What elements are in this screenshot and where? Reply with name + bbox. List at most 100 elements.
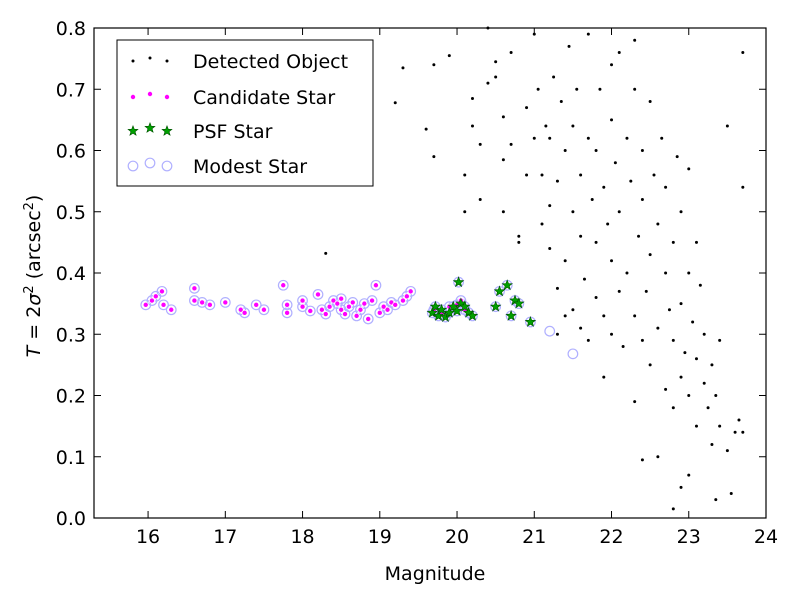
y-tick-label: 0.2 — [56, 386, 86, 408]
candidate-star-point — [349, 299, 356, 306]
modest-star-point — [567, 348, 579, 360]
candidate-star-point — [299, 303, 306, 310]
legend-label: PSF Star — [193, 121, 273, 143]
x-tick-label: 22 — [599, 526, 623, 548]
legend-marker — [146, 91, 153, 98]
detected-object-point — [532, 136, 536, 140]
candidate-star-point — [241, 309, 248, 316]
modest-star-point — [219, 297, 231, 308]
detected-object-point — [555, 332, 559, 336]
modest-star-point — [258, 304, 270, 316]
candidate-star-point — [199, 299, 206, 306]
y-axis-label-part: σ — [23, 293, 45, 306]
candidate-star-point — [338, 295, 345, 302]
detected-object-point — [552, 75, 556, 79]
psf-star-point — [451, 304, 463, 316]
detected-object-point — [602, 375, 606, 379]
detected-object-point — [563, 314, 567, 318]
psf-star-point — [501, 279, 514, 291]
detected-object-point — [494, 75, 498, 79]
detected-object-point — [509, 51, 513, 54]
y-tick-label: 0.1 — [56, 447, 86, 469]
detected-object-point — [548, 136, 552, 140]
x-tick-label: 18 — [290, 526, 314, 548]
detected-object-point — [683, 351, 687, 355]
detected-object-point — [633, 314, 637, 318]
modest-star-point — [351, 310, 363, 322]
psf-star-point — [426, 306, 439, 318]
detected-object-point — [470, 96, 474, 100]
detected-object-point — [656, 222, 660, 226]
detected-object-point — [536, 87, 540, 91]
candidate-star-point — [168, 306, 175, 313]
x-tick-label: 19 — [368, 526, 392, 548]
detected-object-point — [401, 66, 405, 70]
legend-marker — [161, 160, 173, 172]
candidate-star-point — [280, 282, 287, 289]
detected-object-point — [540, 173, 544, 177]
detected-object-point — [656, 455, 660, 459]
candidate-star-point — [326, 303, 333, 310]
detected-object-point — [729, 492, 733, 495]
detected-object-point — [432, 63, 436, 67]
modest-star-point — [189, 295, 200, 306]
modest-star-point — [366, 295, 378, 306]
detected-object-point — [540, 222, 544, 226]
detected-object-point — [671, 507, 675, 511]
detected-object-point — [610, 332, 614, 336]
legend: Detected Object Candidate Star PSF Star Mod… — [116, 39, 374, 187]
detected-object-point — [633, 87, 637, 91]
detected-object-point — [675, 155, 679, 159]
legend-marker — [163, 94, 170, 101]
candidate-star-point — [376, 309, 383, 316]
detected-object-point — [687, 473, 691, 477]
candidate-star-point — [407, 288, 414, 295]
detected-object-point — [667, 308, 671, 312]
y-axis-label-part: ) — [23, 195, 45, 202]
detected-object-point — [548, 204, 552, 208]
detected-object-point — [582, 277, 586, 281]
modest-star-point — [165, 304, 177, 316]
y-tick-label: 0.4 — [56, 263, 86, 285]
psf-star-point — [452, 276, 465, 288]
detected-object-point — [648, 100, 652, 103]
detected-object-point — [725, 124, 729, 128]
candidate-star-point — [372, 282, 379, 289]
detected-object-point — [579, 326, 583, 330]
modest-star-point — [156, 285, 168, 297]
detected-object-point — [671, 338, 675, 342]
detected-object-point — [617, 210, 621, 214]
detected-object-point — [725, 449, 729, 453]
detected-object-point — [718, 338, 722, 342]
y-tick-label: 0.7 — [56, 79, 86, 101]
x-tick-label: 17 — [213, 526, 237, 548]
y-axis-label-part: = 2 — [23, 306, 45, 346]
detected-object-point — [613, 161, 617, 165]
detected-object-point — [660, 136, 664, 140]
detected-object-point — [625, 136, 629, 140]
detected-object-point — [555, 179, 559, 183]
detected-object-point — [702, 332, 706, 336]
y-axis-label: T = 2σ2 (arcsec2) — [22, 195, 45, 358]
candidate-star-point — [392, 301, 399, 308]
detected-object-point — [586, 136, 590, 140]
psf-star-point — [466, 309, 479, 321]
modest-star-point — [281, 299, 293, 311]
detected-object-point — [664, 271, 668, 275]
detected-object-point — [606, 222, 610, 226]
legend-marker — [127, 124, 139, 136]
detected-object-point — [559, 100, 563, 103]
modest-star-point — [544, 325, 556, 337]
modest-star-point — [312, 289, 324, 300]
candidate-star-point — [222, 299, 229, 306]
detected-object-point — [648, 253, 652, 257]
axes: 16 17 18 19 20 21 22 23 24 0.0 0.1 0.2 0.3 0.4 0.5 0.6 0… — [56, 18, 778, 548]
detected-object-point — [633, 38, 637, 42]
detected-object-point — [463, 173, 467, 177]
detected-object-point — [571, 210, 575, 214]
y-axis-label-part: 2 — [22, 285, 37, 293]
psf-star-point — [505, 309, 517, 321]
psf-star-point — [493, 285, 506, 297]
detected-object-point — [525, 173, 529, 177]
legend-label: Candidate Star — [193, 87, 335, 109]
